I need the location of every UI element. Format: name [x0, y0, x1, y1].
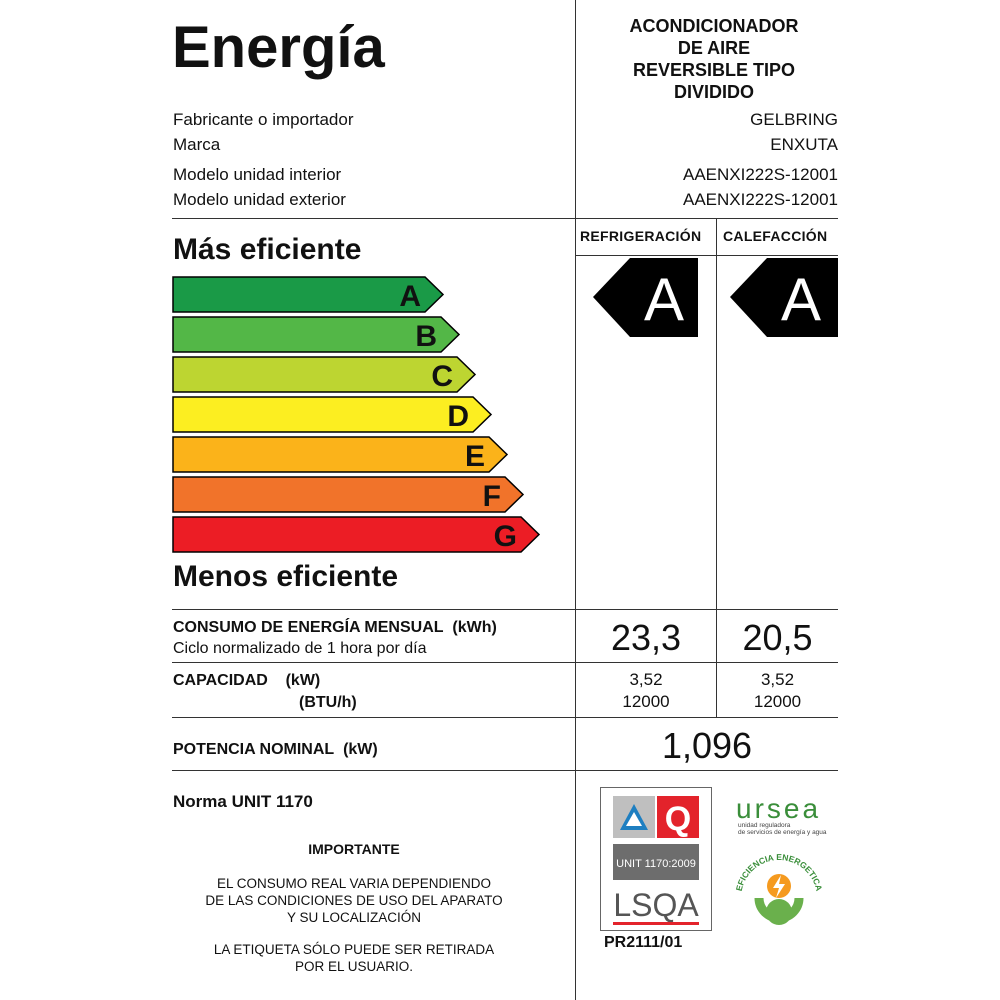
power-value: 1,096 — [661, 725, 753, 766]
efficiency-bar-letter: B — [415, 320, 437, 353]
consumption-subtitle: Ciclo normalizado de 1 hora por día — [173, 640, 427, 657]
efficiency-class-a: A — [172, 276, 445, 313]
consumption-title: CONSUMO DE ENERGÍA MENSUAL — [173, 619, 444, 636]
heating-capacity: 3,52 12000 — [717, 669, 838, 713]
notice-line: LA ETIQUETA SÓLO PUEDE SER RETIRADA — [213, 942, 495, 957]
efficiency-class-b: B — [172, 316, 461, 353]
efficiency-bar — [172, 476, 525, 513]
efficiency-class-e: E — [172, 436, 509, 473]
q-logo-letter: Q — [665, 800, 691, 838]
cooling-rating-arrow: A — [593, 258, 698, 337]
notice-line: EL CONSUMO REAL VARIA DEPENDIENDO — [216, 876, 492, 891]
capacity-unit-btu: (BTU/h) — [299, 694, 357, 711]
product-type: ACONDICIONADOR DE AIRE REVERSIBLE TIPO D… — [595, 15, 833, 103]
page-title: Energía — [172, 15, 385, 80]
certification-code: PR2111/01 — [604, 934, 683, 951]
ursea-subtitle-1: unidad reguladora — [738, 822, 791, 829]
efficiency-bar — [172, 356, 477, 393]
least-efficient-label: Menos eficiente — [173, 560, 399, 593]
indoor-model-value: AAENXI222S-12001 — [683, 165, 838, 184]
lsqa-standard-band: UNIT 1170:2009 — [616, 858, 696, 870]
indoor-model-label: Modelo unidad interior — [173, 165, 342, 184]
seal-figure-icon — [766, 899, 792, 925]
power-bottom-line — [172, 770, 838, 771]
cooling-capacity: 3,52 12000 — [576, 669, 716, 713]
heating-capacity-btu: 12000 — [753, 692, 802, 711]
outdoor-model-label: Modelo unidad exterior — [173, 190, 346, 209]
heating-consumption-value: 20,5 — [742, 617, 813, 658]
power-top-line — [172, 717, 838, 718]
efficiency-bar — [172, 396, 493, 433]
brand-value: ENXUTA — [770, 135, 838, 154]
product-type-line: ACONDICIONADOR — [629, 16, 799, 36]
product-type-line: DIVIDIDO — [673, 82, 754, 102]
efficiency-bar — [172, 316, 461, 353]
capacity-label: CAPACIDAD (kW) — [173, 672, 320, 690]
ursea-logo: ursea unidad reguladora de servicios de … — [734, 793, 827, 925]
lsqa-logo-graphic: Q UNIT 1170:2009 LSQA — [613, 796, 699, 925]
heating-rating-letter: A — [781, 266, 821, 333]
capacity-unit-kw: (kW) — [285, 672, 321, 689]
lsqa-certification-logo: Q UNIT 1170:2009 LSQA — [600, 787, 712, 931]
most-efficient-label: Más eficiente — [173, 233, 362, 266]
power-title: POTENCIA NOMINAL — [173, 741, 335, 758]
removal-notice: LA ETIQUETA SÓLO PUEDE SER RETIRADA POR … — [173, 941, 535, 975]
ursea-subtitle-2: de servicios de energía y agua — [738, 829, 827, 836]
power-label: POTENCIA NOMINAL (kW) — [173, 741, 378, 759]
header-divider — [172, 218, 838, 219]
consumption-notice: EL CONSUMO REAL VARIA DEPENDIENDO DE LAS… — [173, 875, 535, 926]
efficiency-bar — [172, 516, 541, 553]
capacity-top-line — [172, 662, 838, 663]
norma-label: Norma UNIT 1170 — [173, 792, 313, 811]
ursea-wordmark: ursea — [736, 793, 821, 824]
efficiency-bar-letter: G — [494, 520, 517, 553]
consumption-label: CONSUMO DE ENERGÍA MENSUAL (kWh) — [173, 619, 497, 637]
manufacturer-value: GELBRING — [750, 110, 838, 129]
product-type-line: DE AIRE — [677, 38, 751, 58]
product-type-line: REVERSIBLE TIPO — [632, 60, 796, 80]
lightning-icon — [773, 875, 785, 898]
efficiency-class-c: C — [172, 356, 477, 393]
column-header-underline — [575, 255, 838, 256]
consumption-top-line — [172, 609, 838, 610]
importante-title: IMPORTANTE — [308, 841, 400, 857]
capacity-title: CAPACIDAD — [173, 672, 268, 689]
cooling-heating-divider — [716, 218, 717, 718]
cooling-capacity-kw: 3,52 — [629, 670, 663, 689]
efficiency-bar-letter: D — [447, 400, 469, 433]
efficiency-bar-letter: C — [431, 360, 453, 393]
power-unit: (kW) — [343, 741, 378, 758]
brand-label: Marca — [173, 135, 221, 154]
heating-column-header: CALEFACCIÓN — [723, 228, 828, 244]
notice-line: Y SU LOCALIZACIÓN — [286, 910, 422, 925]
efficiency-bar-letter: E — [465, 440, 485, 473]
efficiency-class-g: G — [172, 516, 541, 553]
efficiency-bar-letter: F — [483, 480, 501, 513]
heating-capacity-kw: 3,52 — [760, 670, 795, 689]
efficiency-class-f: F — [172, 476, 525, 513]
outdoor-model-value: AAENXI222S-12001 — [683, 190, 838, 209]
cooling-capacity-btu: 12000 — [622, 692, 670, 711]
efficiency-bar-letter: A — [399, 280, 421, 313]
efficiency-class-d: D — [172, 396, 493, 433]
manufacturer-label: Fabricante o importador — [173, 110, 354, 129]
notice-line: POR EL USUARIO. — [294, 959, 414, 974]
cooling-rating-letter: A — [644, 266, 684, 333]
cooling-consumption-value: 23,3 — [610, 617, 682, 658]
efficiency-bar — [172, 436, 509, 473]
heating-rating-arrow: A — [730, 258, 838, 337]
efficiency-bar — [172, 276, 445, 313]
lsqa-wordmark: LSQA — [613, 887, 699, 923]
notice-line: DE LAS CONDICIONES DE USO DEL APARATO — [205, 893, 503, 908]
consumption-unit: (kWh) — [452, 619, 497, 636]
main-column-divider — [575, 0, 576, 1000]
cooling-column-header: REFRIGERACIÓN — [580, 228, 702, 244]
